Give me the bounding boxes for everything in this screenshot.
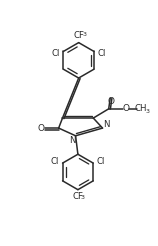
- Text: 3: 3: [82, 32, 86, 37]
- Text: CF: CF: [74, 31, 85, 40]
- Text: O: O: [37, 123, 44, 133]
- Text: O: O: [122, 104, 129, 113]
- Text: 3: 3: [81, 195, 85, 200]
- Text: 3: 3: [145, 109, 149, 114]
- Text: N: N: [69, 136, 76, 145]
- Text: Cl: Cl: [97, 157, 105, 166]
- Text: Cl: Cl: [51, 157, 59, 166]
- Text: O: O: [107, 97, 115, 106]
- Text: Cl: Cl: [52, 48, 60, 58]
- Text: N: N: [103, 120, 110, 129]
- Text: CF: CF: [72, 192, 83, 201]
- Text: CH: CH: [135, 104, 147, 113]
- Text: Cl: Cl: [97, 48, 106, 58]
